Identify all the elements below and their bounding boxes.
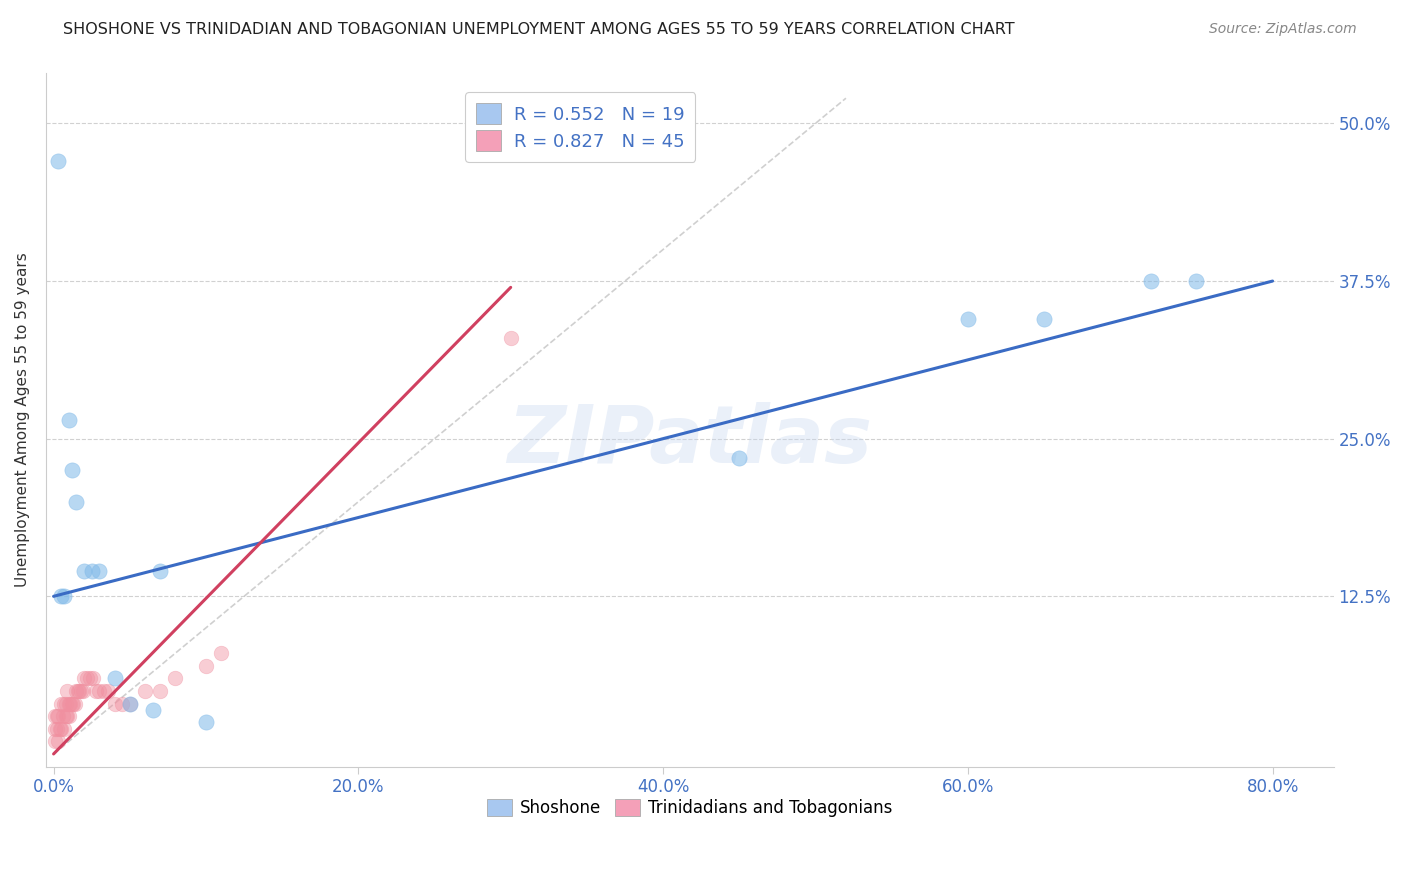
Point [62,697,84,711]
Point [45,722,67,736]
Point [44,734,66,748]
Text: ZIPatlas: ZIPatlas [508,401,872,480]
Point [55,709,77,723]
Point [118,697,141,711]
Point [73,564,96,578]
Text: SHOSHONE VS TRINIDADIAN AND TOBAGONIAN UNEMPLOYMENT AMONG AGES 55 TO 59 YEARS CO: SHOSHONE VS TRINIDADIAN AND TOBAGONIAN U… [63,22,1015,37]
Point [65,684,87,698]
Point [56,684,79,698]
Point [82,671,104,685]
Point [118,697,141,711]
Point [165,671,187,685]
Point [53,590,76,604]
Point [58,697,80,711]
Point [46,734,69,748]
Point [1185,274,1208,288]
Point [66,684,89,698]
Point [70,684,93,698]
Point [80,564,103,578]
Point [149,564,172,578]
Point [93,684,115,698]
Point [79,671,101,685]
Point [51,590,73,604]
Point [58,413,80,427]
Point [60,697,83,711]
Point [56,709,79,723]
Point [89,564,111,578]
Point [89,684,111,698]
Point [45,709,67,723]
Point [52,709,75,723]
Point [53,722,76,736]
Point [76,671,98,685]
Point [194,715,217,730]
Point [63,697,86,711]
Point [956,311,979,326]
Point [142,703,165,717]
Point [48,722,70,736]
Legend: Shoshone, Trinidadians and Tobagonians: Shoshone, Trinidadians and Tobagonians [481,793,900,824]
Point [44,709,66,723]
Point [46,154,69,169]
Point [51,722,73,736]
Point [44,722,66,736]
Point [59,697,82,711]
Point [209,646,232,660]
Point [60,463,83,477]
Point [103,671,125,685]
Point [73,671,96,685]
Point [58,709,80,723]
Point [84,684,107,698]
Point [53,697,76,711]
Point [72,684,94,698]
Point [51,697,73,711]
Point [149,684,172,698]
Y-axis label: Unemployment Among Ages 55 to 59 years: Unemployment Among Ages 55 to 59 years [15,252,30,587]
Point [97,684,120,698]
Point [46,709,69,723]
Point [103,697,125,711]
Point [65,494,87,508]
Text: Source: ZipAtlas.com: Source: ZipAtlas.com [1209,22,1357,37]
Point [194,658,217,673]
Point [55,697,77,711]
Point [728,450,751,465]
Point [1139,274,1161,288]
Point [1033,311,1056,326]
Point [499,331,522,345]
Point [134,684,156,698]
Point [69,684,91,698]
Point [111,697,134,711]
